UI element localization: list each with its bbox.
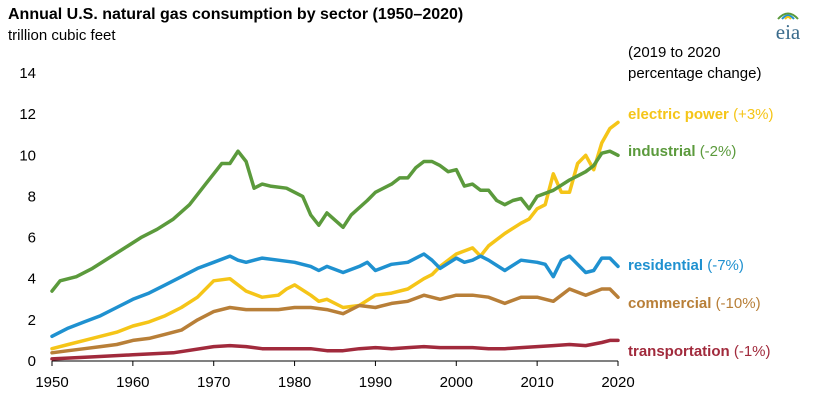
change-note-line-1: (2019 to 2020: [628, 44, 721, 61]
series-line-residential: [50, 252, 620, 339]
series-label-industrial: industrial (-2%): [628, 143, 736, 160]
x-tick-label: 1970: [197, 374, 230, 391]
y-tick-label: 14: [19, 65, 36, 82]
x-tick-label: 2000: [440, 374, 473, 391]
x-tick-label: 2020: [601, 374, 634, 391]
x-tick-label: 1960: [116, 374, 149, 391]
series-line-transportation: [50, 338, 620, 361]
series-line-industrial: [50, 149, 620, 293]
series-label-commercial: commercial (-10%): [628, 295, 761, 312]
series-name-transportation: transportation: [628, 343, 730, 360]
x-tick-label: 1950: [35, 374, 68, 391]
series-name-commercial: commercial: [628, 295, 712, 312]
series-name-electric-power: electric power: [628, 106, 729, 123]
chart-title: Annual U.S. natural gas consumption by s…: [8, 6, 464, 23]
logo-arc-green: [777, 12, 799, 20]
series-change-industrial: (-2%): [699, 143, 737, 160]
logo-arc-yellow: [784, 16, 792, 20]
y-tick-label: 2: [28, 312, 36, 329]
series-lines: [50, 120, 620, 361]
series-line-electric-power: [50, 120, 620, 351]
y-tick-label: 12: [19, 106, 36, 123]
series-change-transportation: (-1%): [733, 343, 771, 360]
series-name-industrial: industrial: [628, 143, 696, 160]
series-change-residential: (-7%): [707, 257, 744, 274]
y-axis-unit: trillion cubic feet: [8, 27, 116, 44]
eia-logo: eia: [758, 6, 818, 46]
y-tick-label: 6: [28, 230, 36, 247]
series-label-electric-power: electric power (+3%): [628, 106, 774, 123]
series-label-residential: residential (-7%): [628, 257, 744, 274]
series-line-commercial: [50, 287, 620, 355]
series-name-residential: residential: [628, 257, 704, 274]
logo-text: eia: [776, 20, 801, 44]
change-note: (2019 to 2020 percentage change): [628, 42, 761, 84]
x-tick-label: 2010: [520, 374, 553, 391]
x-tick-label: 1980: [278, 374, 311, 391]
x-tick-label: 1990: [359, 374, 392, 391]
series-change-electric-power: (+3%): [733, 106, 774, 123]
y-tick-label: 8: [28, 188, 36, 205]
logo-arc-blue: [781, 14, 795, 20]
change-note-line-2: percentage change): [628, 65, 762, 82]
series-label-transportation: transportation (-1%): [628, 343, 771, 360]
y-tick-label: 4: [28, 271, 36, 288]
series-change-commercial: (-10%): [715, 295, 761, 312]
y-axis-ticks: 0 2 4 6 8 10 12 14: [19, 65, 36, 370]
x-axis-ticks: 1950 1960 1970 1980 1990 2000 2010 2020: [35, 361, 635, 391]
y-tick-label: 0: [28, 353, 36, 370]
y-tick-label: 10: [19, 147, 36, 164]
